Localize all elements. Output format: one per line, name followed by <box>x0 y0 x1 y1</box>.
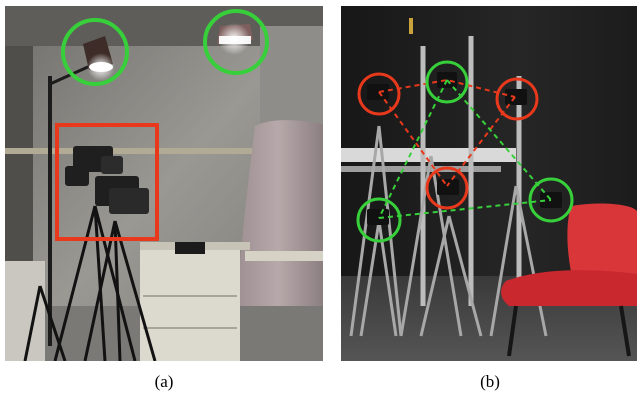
camera-highlight-green-1 <box>425 60 469 104</box>
curtain <box>233 120 323 346</box>
tripod-legs <box>349 125 548 337</box>
photo-panel-b <box>341 6 637 361</box>
camera-cluster-highlight <box>55 123 159 241</box>
camera-highlight-red-2 <box>495 77 539 121</box>
camera-cluster <box>65 146 149 214</box>
ceiling-connector <box>409 18 413 34</box>
lamp-left-highlight <box>61 18 129 86</box>
desk-right <box>245 251 323 261</box>
desk-cabinet <box>140 246 240 361</box>
camera-highlight-red-3 <box>425 166 469 210</box>
photo-panel-a <box>5 6 323 361</box>
lamp-right-highlight <box>203 9 269 75</box>
red-chair <box>501 203 637 357</box>
tripods-a <box>23 205 157 361</box>
photo-b-scene <box>341 6 637 361</box>
caption-a: (a) <box>154 372 174 391</box>
photo-a-scene <box>5 6 323 361</box>
vertical-poles <box>420 36 522 306</box>
camera-highlight-green-2 <box>356 197 402 243</box>
lamp-left <box>83 36 115 81</box>
lamp-right <box>217 23 253 55</box>
black-box <box>175 242 205 254</box>
wall-rail <box>5 148 323 154</box>
radiator <box>5 261 45 361</box>
camera-highlight-red-1 <box>357 72 401 116</box>
caption-b: (b) <box>480 372 500 391</box>
camera-highlight-green-3 <box>528 177 574 223</box>
